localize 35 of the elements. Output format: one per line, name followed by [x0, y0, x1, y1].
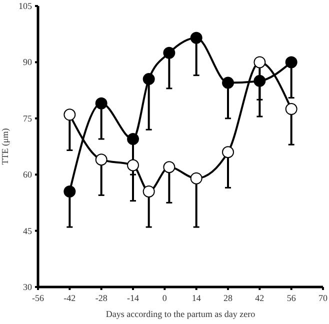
y-tick-label: 30: [23, 282, 32, 292]
y-tick-label: 90: [23, 57, 32, 68]
point: [127, 159, 139, 172]
y-tick-label: 60: [23, 170, 32, 180]
point: [285, 103, 298, 116]
point: [163, 161, 176, 174]
x-tick-label: 70: [318, 293, 328, 303]
point: [222, 76, 234, 89]
point: [163, 46, 176, 59]
point: [142, 185, 155, 198]
x-tick-label: -56: [32, 293, 44, 303]
x-tick-label: 28: [224, 293, 233, 303]
point: [64, 108, 76, 121]
y-axis-title: TTE (μm): [0, 128, 10, 165]
point: [95, 97, 108, 110]
point: [190, 172, 202, 184]
x-tick-label: -42: [64, 293, 76, 303]
point: [142, 73, 155, 86]
x-tick-label: 0: [162, 293, 168, 303]
x-tick-label: -14: [127, 293, 140, 303]
x-tick-label: 14: [192, 293, 202, 303]
point: [127, 133, 139, 146]
point: [285, 56, 298, 68]
x-tick-label: 56: [286, 293, 296, 303]
point: [64, 185, 76, 198]
y-tick-label: 45: [23, 226, 32, 236]
point: [95, 154, 108, 166]
point: [222, 146, 234, 158]
y-tick-label: 75: [23, 113, 32, 124]
x-axis-title: Days according to the partum as day zero: [106, 309, 256, 319]
x-tick-label: 42: [255, 293, 264, 303]
point: [254, 56, 266, 68]
y-tick-label: 105: [18, 1, 32, 11]
point: [190, 32, 202, 44]
x-tick-label: -28: [95, 293, 108, 303]
